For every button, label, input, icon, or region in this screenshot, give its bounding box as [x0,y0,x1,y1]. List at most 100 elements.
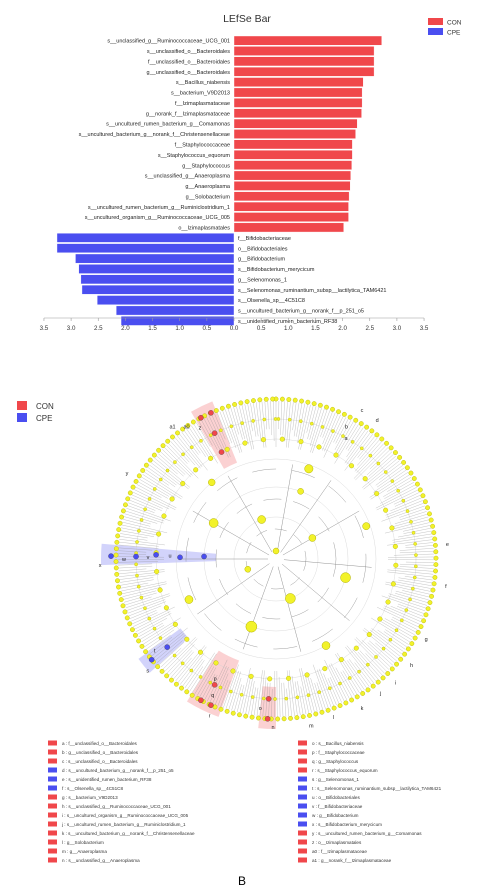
bar-label: s__Bacillus_niabensis [176,80,230,86]
clado-branch [126,508,165,522]
clado-branch [402,525,431,532]
clado-branch [241,404,252,450]
clado-branch [138,481,168,499]
clado-leaf-node [230,710,236,716]
clado-branch [398,579,432,586]
clado-branch [127,505,171,522]
clado-node [147,497,152,501]
clado-branch [231,677,242,711]
key-swatch-right [298,812,307,818]
clado-node [169,496,175,502]
clado-leaf-node [189,692,195,698]
clado-branch [286,688,289,717]
clado-leaf-node [292,397,298,403]
clado-branch [124,596,152,606]
clado-leaf-node [343,700,349,706]
key-entry-left: m : g__Anaeroplasma [62,849,107,854]
clado-branch [145,469,169,486]
clado-node [189,445,194,449]
clado-node-letter: a [344,436,348,442]
clado-branch [310,408,325,453]
clado-legend-label-con: CON [36,402,54,411]
clado-branch [355,637,389,670]
clado-leaf-node [433,562,439,567]
clado-leaf-node [117,520,123,526]
clado-branch [135,486,177,509]
clado-branch [277,566,302,652]
clado-branch [118,561,159,563]
clado-node [180,480,186,486]
clado-branch [309,407,322,447]
clado-branch [242,674,252,714]
clado-node [139,595,144,600]
clado-node [224,446,230,452]
clado-node-letter: u [169,553,172,559]
key-entry-right: w : g__Bifidobacterium [312,813,359,818]
clado-branch [286,401,291,448]
clado-leaf-node [389,666,395,672]
clado-branch [306,405,314,433]
clado-node [362,522,371,531]
clado-arc [215,498,337,620]
key-entry-right: p : f__Staphylococcaceae [312,750,365,755]
clado-branch [138,623,163,638]
clado-branch [346,432,371,465]
clado-node [242,440,248,446]
key-swatch-left [48,794,57,800]
clado-arc [245,528,307,590]
clado-node [297,488,304,495]
clado-branch [342,670,358,695]
bar-con [233,118,358,129]
clado-leaf-node [143,462,149,468]
clado-branch [133,606,175,627]
clado-leaf-node [402,651,408,657]
clado-node [184,636,190,642]
clado-branch [188,427,212,461]
clado-branch [199,667,217,698]
clado-node [304,464,314,474]
clado-branch [346,645,377,682]
clado-branch [119,536,148,541]
clado-biomarker-node [265,696,272,702]
clado-branch [128,601,166,617]
clado-leaf-node [313,711,319,717]
clado-node [173,460,177,464]
clado-node [286,675,292,681]
clado-leaf-node [122,609,128,615]
clado-node [393,562,399,568]
clado-leaf-node [299,398,304,404]
clado-leaf-node [364,424,370,430]
clado-branch [120,530,155,537]
clado-branch [259,670,265,717]
clado-node [245,620,258,633]
clado-branch [154,634,186,661]
clado-branch [186,428,206,457]
clado-leaf-node [433,568,438,574]
clado-leaf-node [418,624,424,630]
clado-branch [147,467,176,488]
clado-branch [293,402,300,437]
clado-node-letter: t [154,648,156,654]
clado-leaf-node [375,679,381,685]
clado-node-letter: z [199,425,202,431]
clado-leaf-node [115,578,120,584]
clado-branch [393,553,434,556]
bar-con [233,77,364,87]
clado-node [152,626,157,631]
clado-biomarker-node [153,552,159,558]
clado-branch [375,642,397,662]
clado-branch [193,424,218,464]
bar-con [233,66,375,77]
clado-leaf-node [384,440,389,446]
clado-branch [144,471,183,498]
clado-branch [284,401,288,442]
clado-branch [121,581,167,592]
clado-branch [270,401,272,436]
clado-branch [357,439,380,466]
bar-label: s__Bifidobacterium_merycicum [238,267,315,273]
clado-node [262,696,266,701]
key-swatch-left [48,839,57,845]
clado-leaf-node [190,419,196,425]
clado-branch [256,402,262,442]
clado-branch [125,510,164,524]
